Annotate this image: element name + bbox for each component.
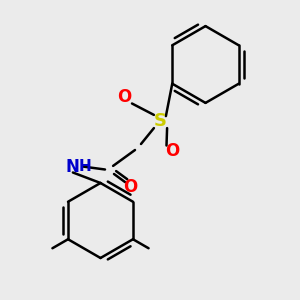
Text: N: N [66,158,80,175]
Text: O: O [165,142,180,160]
Text: O: O [117,88,132,106]
Text: O: O [123,178,138,196]
Text: H: H [79,159,92,174]
Text: S: S [154,112,167,130]
